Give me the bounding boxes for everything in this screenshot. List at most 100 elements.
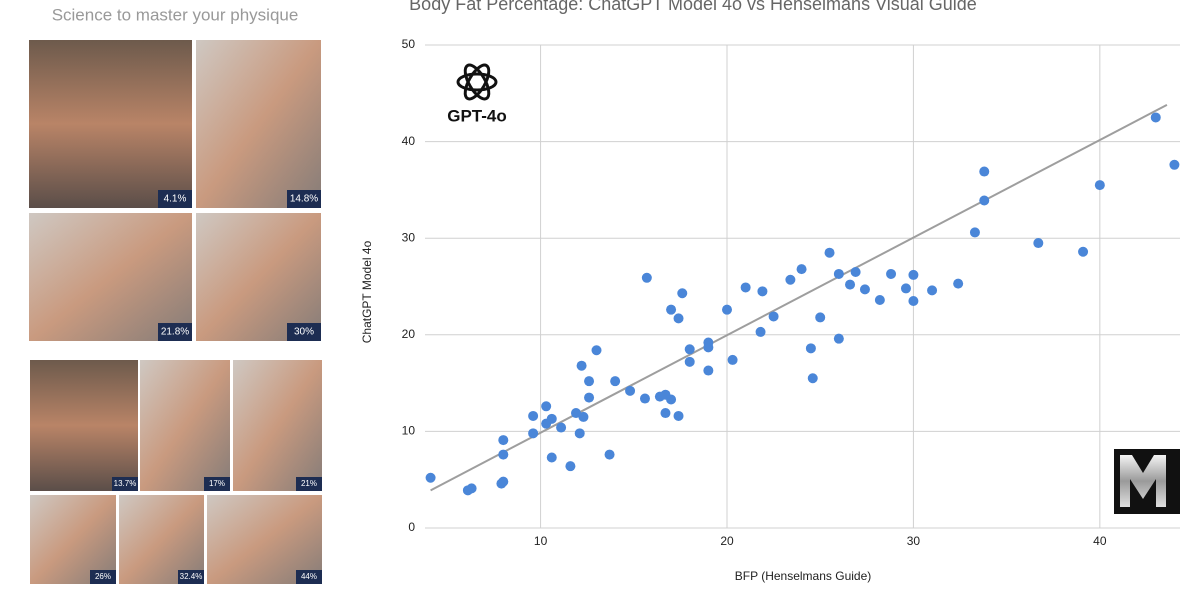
point xyxy=(796,264,807,275)
point xyxy=(498,476,509,487)
point xyxy=(625,385,636,396)
photo-label-box xyxy=(296,477,322,491)
gpt-logo: GPT-4o xyxy=(432,52,524,132)
point xyxy=(425,472,436,483)
point xyxy=(807,373,818,384)
point xyxy=(953,278,964,289)
point xyxy=(969,227,980,238)
point xyxy=(604,449,615,460)
x-axis-label: BFP (Henselmans Guide) xyxy=(735,569,872,583)
point xyxy=(1033,238,1044,249)
point xyxy=(833,268,844,279)
photo-label: 30% xyxy=(294,327,314,338)
point xyxy=(578,411,589,422)
logo-icon xyxy=(456,63,498,101)
point xyxy=(979,166,990,177)
point xyxy=(859,284,870,295)
point xyxy=(703,365,714,376)
photo-label-box xyxy=(178,570,204,584)
point xyxy=(684,344,695,355)
logo-text: GPT-4o xyxy=(447,106,507,125)
point xyxy=(727,354,738,365)
point xyxy=(755,326,766,337)
point xyxy=(541,401,552,412)
point xyxy=(584,392,595,403)
point xyxy=(666,304,677,315)
point xyxy=(584,376,595,387)
point xyxy=(498,449,509,460)
photo-label: 32.4% xyxy=(180,572,203,581)
point xyxy=(610,376,621,387)
point xyxy=(1150,112,1161,123)
point xyxy=(908,295,919,306)
brand-mark xyxy=(1120,455,1166,507)
point xyxy=(1169,159,1180,170)
point xyxy=(528,428,539,439)
photo xyxy=(29,213,192,341)
photo-label-box xyxy=(112,477,138,491)
point xyxy=(673,313,684,324)
y-tick-label: 0 xyxy=(408,520,415,534)
photo xyxy=(207,495,322,584)
point xyxy=(824,247,835,258)
photo-label-box xyxy=(204,477,230,491)
point xyxy=(768,311,779,322)
point xyxy=(722,304,732,315)
brand-logo xyxy=(1114,449,1180,514)
point xyxy=(815,312,826,323)
photo xyxy=(196,213,321,341)
point xyxy=(666,394,677,405)
point xyxy=(641,272,652,283)
y-tick-label: 50 xyxy=(402,37,416,51)
point xyxy=(833,333,844,344)
point xyxy=(660,408,671,419)
photo xyxy=(119,495,204,584)
point xyxy=(979,195,990,206)
photo-label-box xyxy=(90,570,116,584)
photo-label: 44% xyxy=(301,572,317,581)
point xyxy=(673,410,684,421)
photo-label: 21% xyxy=(301,479,317,488)
chart-title: Body Fat Percentage: ChatGPT Model 4o vs… xyxy=(409,0,977,14)
point xyxy=(740,282,751,293)
y-axis-label: ChatGPT Model 4o xyxy=(360,240,374,343)
point xyxy=(466,483,477,494)
y-tick-label: 40 xyxy=(402,134,416,148)
point xyxy=(546,452,557,463)
photo xyxy=(196,40,321,208)
y-tick-label: 30 xyxy=(402,230,416,244)
point xyxy=(574,428,585,439)
point xyxy=(576,360,587,371)
point xyxy=(677,288,688,299)
point xyxy=(927,285,938,296)
point xyxy=(1078,246,1089,257)
y-tick-label: 10 xyxy=(402,424,416,438)
photo xyxy=(30,360,138,491)
photo-label: 26% xyxy=(95,572,111,581)
point xyxy=(556,422,567,433)
photo-label: 21.8% xyxy=(161,327,189,338)
point xyxy=(571,408,581,419)
photo-label-box xyxy=(158,323,192,341)
x-tick-label: 40 xyxy=(1093,534,1107,548)
photo-label-box xyxy=(296,570,322,584)
point xyxy=(684,356,695,367)
photo-label-box xyxy=(287,190,321,208)
trendline xyxy=(430,104,1168,492)
point xyxy=(528,410,539,421)
photo-guide: 4.1% 14.8% 21.8% 30% 13.7% 17% 21% 26% 32.4% 44% xyxy=(29,40,322,584)
point xyxy=(498,435,509,446)
point xyxy=(874,295,885,306)
point xyxy=(591,345,602,356)
point xyxy=(565,461,576,472)
photo xyxy=(30,495,116,584)
point xyxy=(805,343,816,354)
photo-label: 13.7% xyxy=(114,479,137,488)
point xyxy=(1094,180,1105,191)
point xyxy=(703,342,714,353)
point xyxy=(845,279,856,290)
x-tick-label: 10 xyxy=(534,534,548,548)
point xyxy=(757,286,768,297)
point xyxy=(886,268,897,279)
photo-label-box xyxy=(287,323,321,341)
